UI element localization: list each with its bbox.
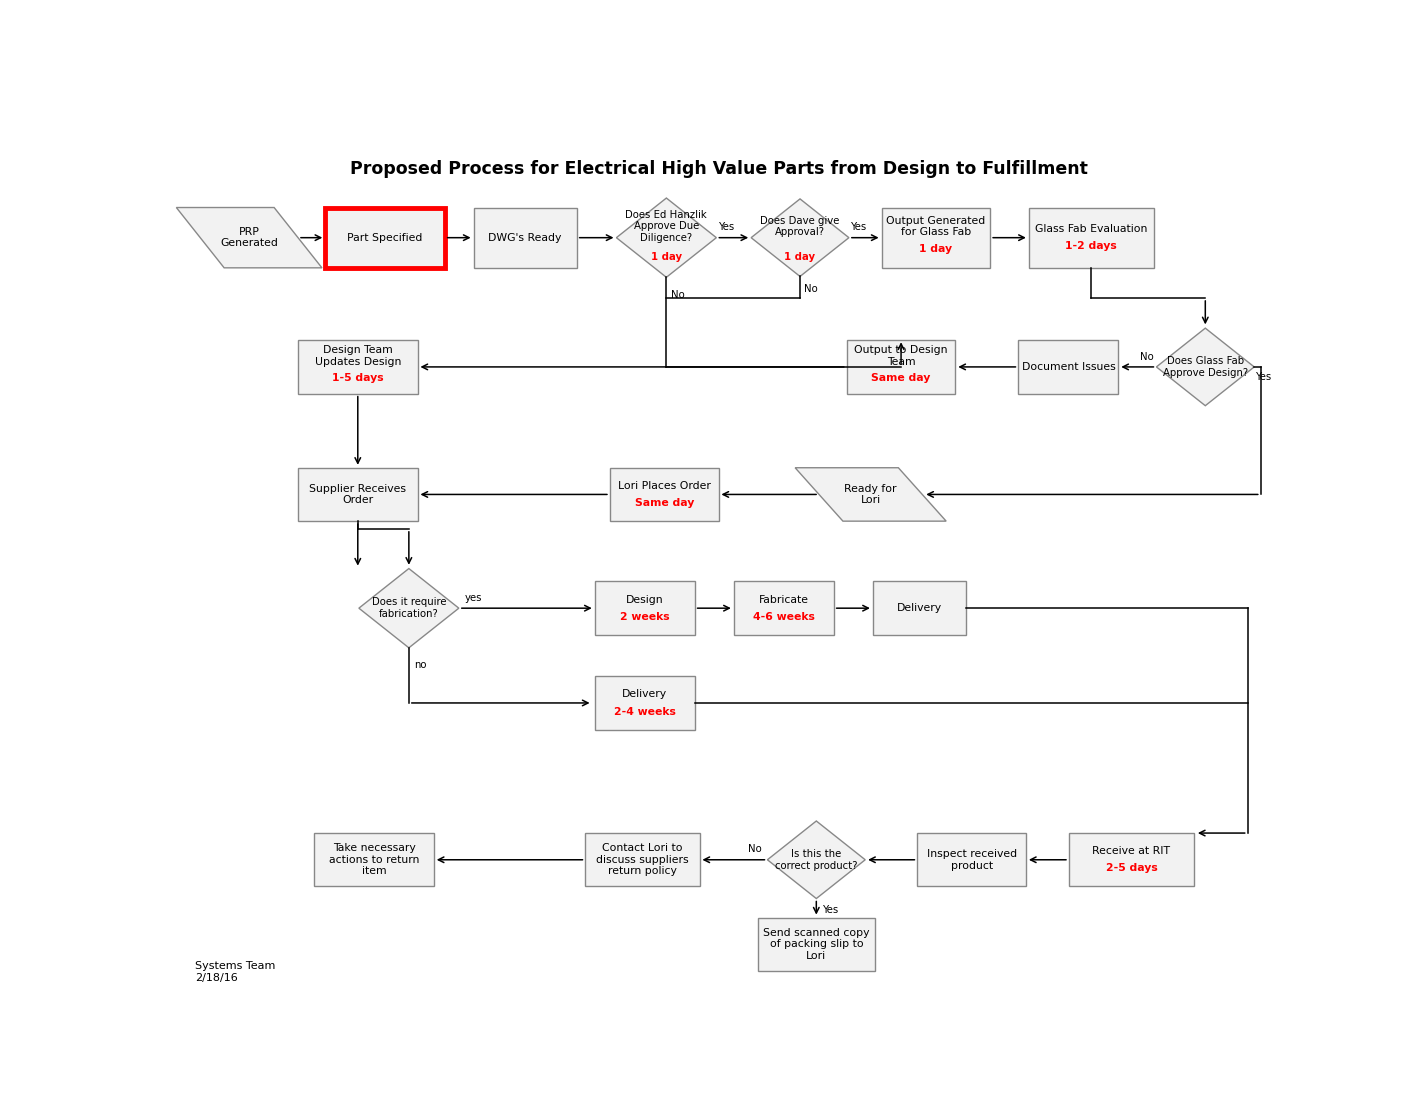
Bar xyxy=(1018,340,1119,394)
Text: 2-4 weeks: 2-4 weeks xyxy=(614,706,676,716)
Bar xyxy=(847,340,955,394)
Bar xyxy=(325,207,444,267)
Text: 2 weeks: 2 weeks xyxy=(620,612,669,622)
Text: Same day: Same day xyxy=(872,373,931,383)
Text: Part Specified: Part Specified xyxy=(348,233,422,243)
Text: Systems Team
2/18/16: Systems Team 2/18/16 xyxy=(195,961,275,982)
Bar xyxy=(299,468,418,521)
Text: Same day: Same day xyxy=(635,498,694,508)
Text: 1-5 days: 1-5 days xyxy=(332,373,384,383)
Text: 2-5 days: 2-5 days xyxy=(1106,864,1157,874)
Text: 1 day: 1 day xyxy=(785,252,816,262)
Text: Yes: Yes xyxy=(718,223,735,233)
Polygon shape xyxy=(1157,328,1255,406)
Polygon shape xyxy=(767,821,865,899)
Text: PRP
Generated: PRP Generated xyxy=(220,227,278,248)
Text: Output Generated
for Glass Fab: Output Generated for Glass Fab xyxy=(886,216,986,237)
Bar xyxy=(917,833,1026,886)
Text: 4-6 weeks: 4-6 weeks xyxy=(753,612,815,622)
Text: Is this the
correct product?: Is this the correct product? xyxy=(775,849,858,871)
Text: Proposed Process for Electrical High Value Parts from Design to Fulfillment: Proposed Process for Electrical High Val… xyxy=(349,160,1088,178)
Text: yes: yes xyxy=(464,593,482,603)
Text: Does Glass Fab
Approve Design?: Does Glass Fab Approve Design? xyxy=(1162,356,1248,378)
Text: no: no xyxy=(415,660,426,670)
Text: No: No xyxy=(805,284,819,294)
Text: Yes: Yes xyxy=(851,223,868,233)
Text: No: No xyxy=(670,290,684,300)
Text: Send scanned copy
of packing slip to
Lori: Send scanned copy of packing slip to Lor… xyxy=(763,928,869,961)
Text: Contact Lori to
discuss suppliers
return policy: Contact Lori to discuss suppliers return… xyxy=(596,844,688,876)
Text: Delivery: Delivery xyxy=(622,689,667,699)
Bar xyxy=(882,207,990,267)
Text: Ready for
Lori: Ready for Lori xyxy=(844,483,897,506)
Text: Document Issues: Document Issues xyxy=(1022,361,1115,372)
Bar xyxy=(757,918,875,971)
Bar xyxy=(299,340,418,394)
Bar xyxy=(586,833,700,886)
Text: 1 day: 1 day xyxy=(651,252,681,262)
Bar xyxy=(314,833,433,886)
Text: DWG's Ready: DWG's Ready xyxy=(488,233,562,243)
Text: Does it require
fabrication?: Does it require fabrication? xyxy=(372,598,446,619)
Text: Does Ed Hanzlik
Approve Due
Diligence?: Does Ed Hanzlik Approve Due Diligence? xyxy=(625,210,707,243)
Bar xyxy=(594,676,694,730)
Text: Receive at RIT: Receive at RIT xyxy=(1092,846,1171,856)
Polygon shape xyxy=(177,207,322,267)
Bar xyxy=(873,582,966,634)
Text: Supplier Receives
Order: Supplier Receives Order xyxy=(310,483,407,506)
Bar xyxy=(1068,833,1195,886)
Text: Yes: Yes xyxy=(823,905,838,914)
Text: Output to Design
Team: Output to Design Team xyxy=(854,345,948,367)
Text: Design Team
Updates Design: Design Team Updates Design xyxy=(314,345,401,367)
Text: No: No xyxy=(1140,351,1154,361)
Text: Delivery: Delivery xyxy=(897,603,942,613)
Text: Lori Places Order: Lori Places Order xyxy=(618,481,711,491)
Text: Inspect received
product: Inspect received product xyxy=(927,849,1016,871)
Bar xyxy=(474,207,576,267)
Bar xyxy=(594,582,694,634)
Polygon shape xyxy=(359,568,458,648)
Polygon shape xyxy=(795,468,946,521)
Bar xyxy=(1029,207,1154,267)
Text: Fabricate: Fabricate xyxy=(758,594,809,604)
Polygon shape xyxy=(617,198,716,278)
Text: 1-2 days: 1-2 days xyxy=(1066,242,1117,252)
Text: Yes: Yes xyxy=(1256,373,1273,383)
Text: No: No xyxy=(749,845,761,855)
Polygon shape xyxy=(751,199,848,276)
Text: Design: Design xyxy=(625,594,663,604)
Text: Glass Fab Evaluation: Glass Fab Evaluation xyxy=(1035,224,1147,234)
Bar xyxy=(610,468,718,521)
Text: Does Dave give
Approval?: Does Dave give Approval? xyxy=(760,216,840,237)
Text: 1 day: 1 day xyxy=(920,244,952,254)
Text: Take necessary
actions to return
item: Take necessary actions to return item xyxy=(329,844,419,876)
Bar xyxy=(733,582,834,634)
